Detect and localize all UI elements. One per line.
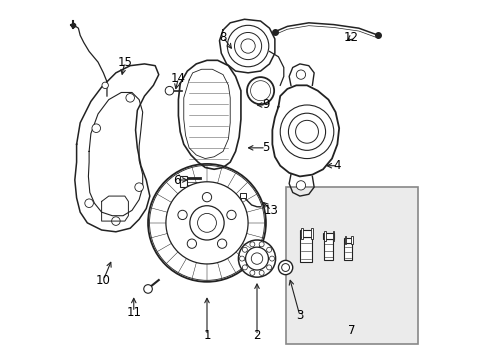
Bar	[285, 187, 417, 344]
Text: 1: 1	[203, 329, 210, 342]
Circle shape	[296, 70, 305, 79]
Circle shape	[165, 182, 247, 264]
Circle shape	[125, 94, 134, 102]
Circle shape	[280, 105, 333, 158]
Text: 2: 2	[253, 329, 260, 342]
Circle shape	[226, 210, 236, 220]
Circle shape	[135, 183, 143, 192]
Bar	[300, 228, 302, 239]
Circle shape	[165, 86, 173, 95]
Circle shape	[187, 239, 196, 248]
Circle shape	[246, 77, 274, 104]
Circle shape	[259, 270, 264, 275]
Text: 3: 3	[296, 309, 303, 322]
Bar	[332, 231, 333, 240]
Circle shape	[102, 82, 108, 89]
Circle shape	[242, 265, 247, 270]
Text: 12: 12	[344, 31, 358, 44]
Circle shape	[249, 242, 254, 247]
Circle shape	[259, 242, 264, 247]
Bar	[310, 228, 312, 239]
Circle shape	[242, 247, 247, 252]
Bar	[324, 231, 325, 240]
Bar	[344, 243, 351, 260]
Bar	[344, 237, 345, 244]
Text: 5: 5	[262, 141, 269, 154]
Circle shape	[202, 193, 211, 202]
Circle shape	[234, 32, 261, 60]
Text: 4: 4	[333, 159, 341, 172]
Bar	[240, 193, 245, 198]
Bar	[300, 237, 311, 262]
Circle shape	[295, 120, 318, 143]
Text: 14: 14	[171, 72, 185, 85]
Circle shape	[84, 199, 93, 207]
Circle shape	[266, 247, 271, 252]
Circle shape	[239, 256, 244, 261]
Circle shape	[143, 285, 152, 293]
Text: 13: 13	[264, 204, 278, 217]
Text: 7: 7	[347, 324, 355, 337]
Text: 10: 10	[96, 274, 111, 287]
Bar	[351, 237, 352, 244]
Circle shape	[245, 247, 268, 270]
Circle shape	[241, 39, 255, 53]
Circle shape	[148, 164, 265, 282]
Circle shape	[189, 206, 224, 240]
Text: 6: 6	[173, 174, 180, 186]
Circle shape	[217, 239, 226, 248]
Circle shape	[288, 113, 325, 150]
Bar	[323, 239, 332, 260]
Bar	[299, 230, 312, 237]
Text: 15: 15	[117, 55, 132, 69]
Circle shape	[281, 264, 289, 271]
Circle shape	[251, 253, 262, 264]
Circle shape	[227, 25, 268, 67]
Circle shape	[269, 256, 274, 261]
Circle shape	[197, 213, 216, 232]
Text: 9: 9	[262, 99, 269, 112]
Text: 11: 11	[126, 306, 141, 319]
Circle shape	[266, 265, 271, 270]
Circle shape	[92, 124, 101, 132]
Circle shape	[178, 210, 187, 220]
Circle shape	[249, 270, 254, 275]
Circle shape	[296, 181, 305, 190]
Bar	[343, 238, 352, 243]
Circle shape	[250, 81, 270, 101]
Bar	[180, 176, 186, 187]
Text: 8: 8	[219, 31, 226, 44]
Circle shape	[111, 217, 120, 225]
Circle shape	[238, 240, 275, 277]
Bar	[323, 233, 333, 239]
Circle shape	[278, 260, 292, 275]
